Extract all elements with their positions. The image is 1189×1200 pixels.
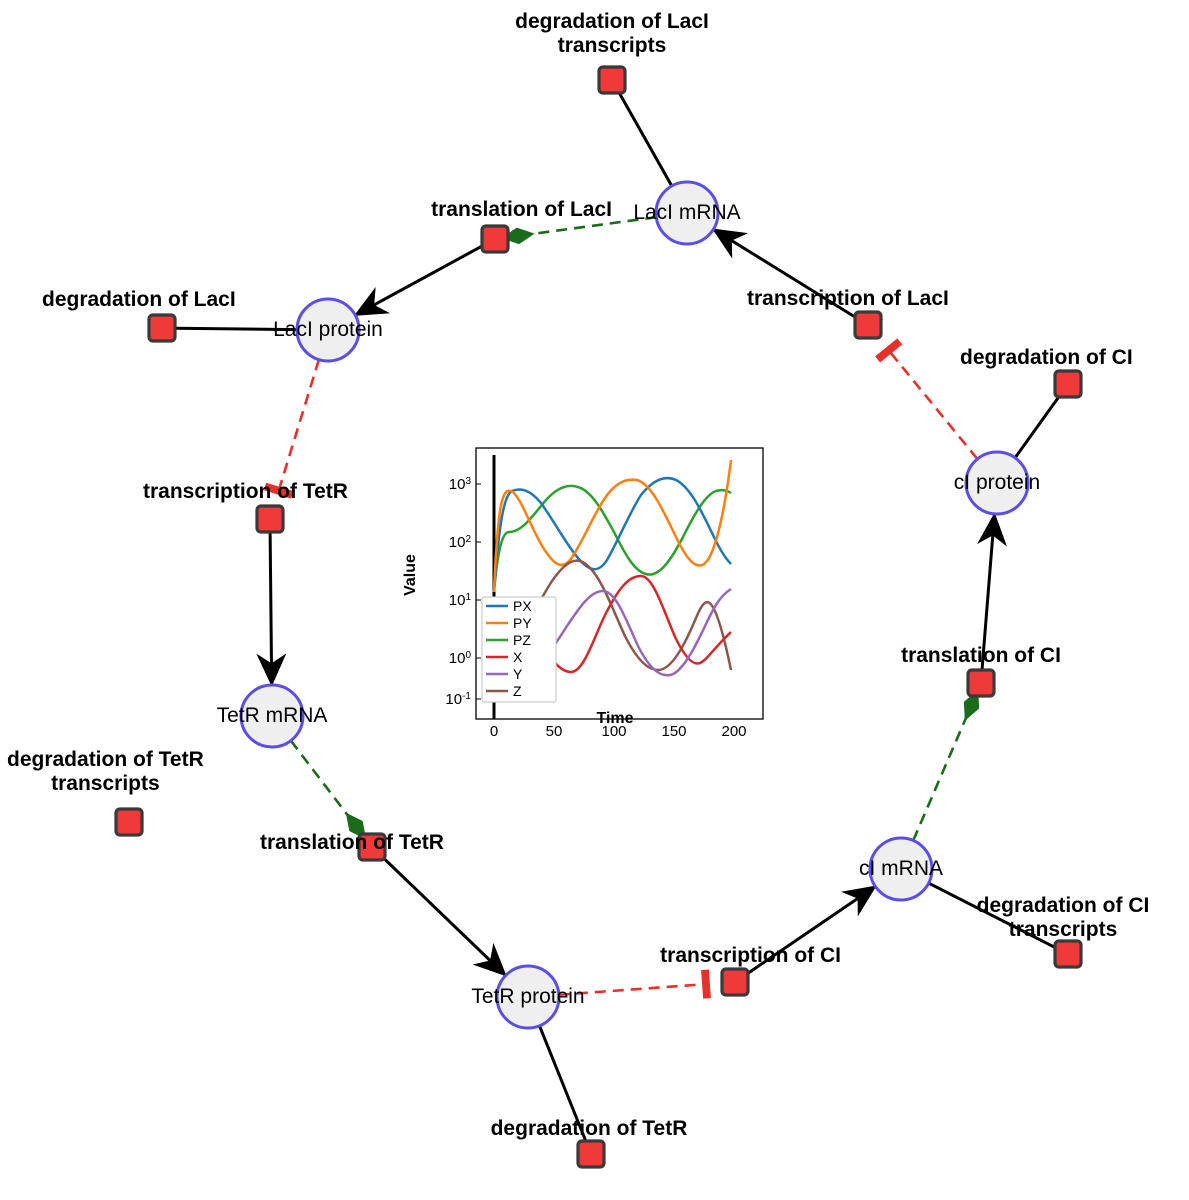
svg-text:Value: Value — [402, 554, 419, 596]
svg-text:0: 0 — [490, 723, 498, 740]
svg-text:103: 103 — [449, 476, 472, 494]
svg-text:102: 102 — [449, 534, 472, 552]
svg-text:50: 50 — [546, 723, 563, 740]
svg-text:Y: Y — [513, 666, 523, 682]
svg-text:PZ: PZ — [513, 632, 531, 648]
svg-text:Z: Z — [513, 683, 522, 699]
svg-text:150: 150 — [661, 723, 686, 740]
svg-text:100: 100 — [449, 650, 472, 668]
svg-text:200: 200 — [721, 723, 746, 740]
svg-text:PX: PX — [513, 598, 532, 614]
svg-text:PY: PY — [513, 615, 532, 631]
svg-text:10-1: 10-1 — [445, 691, 471, 709]
svg-text:101: 101 — [449, 592, 472, 610]
svg-text:Time: Time — [596, 710, 633, 727]
svg-text:X: X — [513, 649, 523, 665]
